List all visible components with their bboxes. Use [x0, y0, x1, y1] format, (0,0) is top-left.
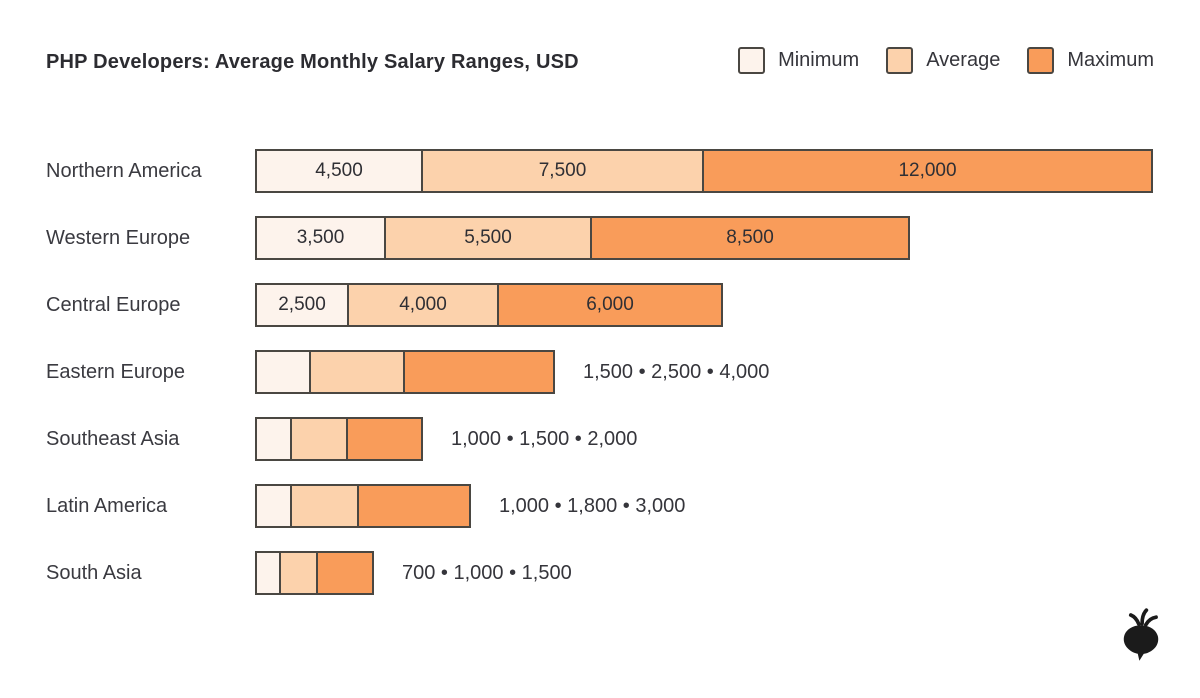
legend-swatch-average [886, 47, 914, 74]
bar-row: Northern America 4,500 7,500 12,000 [46, 149, 1153, 193]
bar-group [255, 417, 423, 461]
bar-row: Eastern Europe 1,500 • 2,500 • 4,000 [46, 350, 769, 394]
bar-segment-maximum: 12,000 [704, 149, 1153, 193]
bar-segment-maximum [405, 350, 555, 394]
category-label: Eastern Europe [46, 360, 185, 383]
bar-segment-maximum [348, 417, 423, 461]
turnip-logo-icon [1123, 608, 1159, 661]
category-label: Southeast Asia [46, 427, 180, 450]
bar-segment-minimum [255, 484, 292, 528]
bar-segment-maximum: 8,500 [592, 216, 910, 260]
bar-segment-minimum: 2,500 [255, 283, 349, 327]
chart-title: PHP Developers: Average Monthly Salary R… [46, 51, 579, 73]
bar-segment-minimum [255, 551, 281, 595]
bar-segment-average [281, 551, 318, 595]
bar-group [255, 350, 555, 394]
bar-row: Latin America 1,000 • 1,800 • 3,000 [46, 484, 685, 528]
legend-label: Average [926, 49, 1001, 71]
legend-label: Maximum [1067, 49, 1154, 71]
bar-segment-minimum [255, 417, 292, 461]
category-label: Latin America [46, 494, 168, 517]
category-label: Central Europe [46, 293, 181, 316]
bar-row: Central Europe 2,500 4,000 6,000 [46, 283, 723, 327]
bar-group [255, 484, 471, 528]
bar-segment-maximum: 6,000 [499, 283, 723, 327]
category-label: South Asia [46, 561, 142, 584]
bar-segment-average: 4,000 [349, 283, 499, 327]
bar-segment-average: 5,500 [386, 216, 592, 260]
legend: Minimum Average Maximum [738, 47, 1154, 74]
bar-group: 4,500 7,500 12,000 [255, 149, 1153, 193]
bar-segment-minimum: 4,500 [255, 149, 423, 193]
bar-row: Western Europe 3,500 5,500 8,500 [46, 216, 910, 260]
bar-segment-average [311, 350, 405, 394]
outside-value-label: 1,000 • 1,800 • 3,000 [499, 494, 686, 517]
bar-segment-average: 7,500 [423, 149, 704, 193]
legend-item-minimum: Minimum [738, 47, 859, 74]
outside-value-label: 1,000 • 1,500 • 2,000 [451, 427, 638, 450]
outside-value-label: 1,500 • 2,500 • 4,000 [583, 360, 770, 383]
legend-item-average: Average [886, 47, 1000, 74]
legend-label: Minimum [778, 49, 860, 71]
bar-segment-maximum [359, 484, 471, 528]
bar-segment-minimum: 3,500 [255, 216, 386, 260]
bar-segment-average [292, 417, 348, 461]
category-label: Northern America [46, 159, 202, 182]
legend-swatch-maximum [1027, 47, 1055, 74]
bar-group: 3,500 5,500 8,500 [255, 216, 910, 260]
bar-segment-maximum [318, 551, 374, 595]
bar-row: South Asia 700 • 1,000 • 1,500 [46, 551, 572, 595]
bar-segment-average [292, 484, 359, 528]
category-label: Western Europe [46, 226, 191, 249]
legend-item-maximum: Maximum [1027, 47, 1154, 74]
bar-row: Southeast Asia 1,000 • 1,500 • 2,000 [46, 417, 637, 461]
bar-group: 2,500 4,000 6,000 [255, 283, 723, 327]
bar-group [255, 551, 374, 595]
bar-segment-minimum [255, 350, 311, 394]
legend-swatch-minimum [738, 47, 766, 74]
outside-value-label: 700 • 1,000 • 1,500 [402, 561, 572, 584]
